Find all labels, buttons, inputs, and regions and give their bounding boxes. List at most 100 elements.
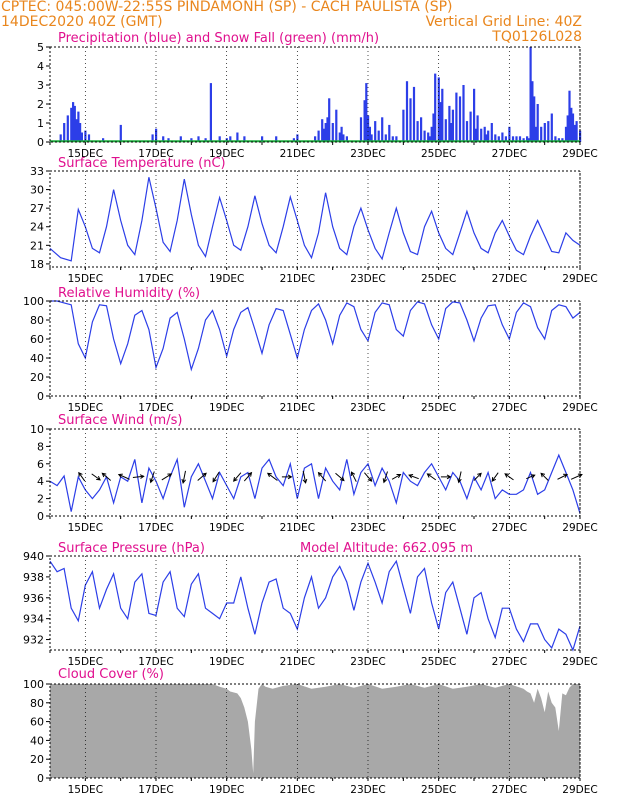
precip-bar (84, 130, 87, 142)
rh-title: Relative Humidity (%) (58, 286, 200, 301)
precip-bar (533, 96, 536, 142)
precip-bar (342, 134, 345, 142)
precip-bar (402, 109, 405, 142)
precip-bar (534, 126, 537, 142)
precip-bar (570, 107, 573, 142)
wind-arrow (281, 474, 293, 480)
y-tick-label: 80 (30, 697, 44, 710)
precip-bar (515, 136, 518, 142)
x-tick-label: 27DEC (492, 148, 527, 160)
precip-bar (476, 115, 479, 142)
wind-frame (49, 428, 581, 517)
wind-arrow (364, 472, 373, 482)
precip-bar (531, 81, 534, 142)
precip-bar (501, 132, 504, 142)
y-tick-label: 938 (23, 571, 44, 584)
x-tick-label: 27DEC (492, 522, 527, 534)
x-tick-label: 17DEC (138, 273, 173, 285)
y-tick-label: 2 (37, 493, 44, 506)
precip-bar (473, 88, 476, 142)
precip-frame (49, 46, 581, 143)
wind-arrow (78, 471, 86, 482)
x-tick-label: 25DEC (421, 402, 456, 414)
x-tick-label: 19DEC (209, 522, 244, 534)
x-tick-label: 21DEC (280, 522, 315, 534)
x-tick-label: 29DEC (562, 522, 597, 534)
x-tick-label: 25DEC (421, 522, 456, 534)
precip-bar (275, 136, 278, 142)
precip-bar (162, 136, 165, 142)
x-tick-label: 17DEC (138, 656, 173, 668)
precip-bar (190, 138, 193, 142)
precip-bar (204, 138, 207, 142)
precip-title: Precipitation (blue) and Snow Fall (gree… (58, 31, 379, 46)
precip-bar (391, 136, 394, 142)
x-tick-label: 25DEC (421, 656, 456, 668)
precip-bar (66, 115, 69, 142)
wind-arrow (197, 472, 207, 481)
precip-bar (331, 123, 334, 142)
precip-bar (448, 105, 451, 142)
x-tick-label: 15DEC (68, 784, 103, 796)
x-tick-label: 19DEC (209, 402, 244, 414)
cloud-frame (49, 683, 581, 779)
x-tick-label: 19DEC (209, 784, 244, 796)
precip-bar (529, 47, 532, 142)
precip-bar (485, 134, 488, 142)
y-tick-label: 40 (30, 352, 44, 365)
wind-arrow (266, 472, 278, 481)
precip-bar (73, 105, 76, 142)
pres-series-line (49, 559, 581, 652)
x-tick-label: 21DEC (280, 656, 315, 668)
y-tick-label: 100 (23, 295, 44, 308)
precip-bar (566, 115, 569, 142)
cloud-cover-area (50, 684, 580, 778)
precip-bar (72, 102, 75, 142)
y-tick-label: 0 (37, 510, 44, 523)
precip-bar (527, 138, 530, 142)
precip-bar (483, 126, 486, 142)
pres-frame (49, 555, 581, 651)
precip-bar (409, 98, 412, 142)
precip-bar (518, 136, 522, 142)
precip-bar (536, 104, 539, 142)
wind-arrow (91, 473, 101, 481)
precip-bar (359, 117, 363, 142)
precip-bar (388, 124, 391, 142)
y-tick-label: 20 (30, 371, 44, 384)
precip-bar (439, 102, 442, 142)
x-tick-label: 17DEC (138, 148, 173, 160)
y-tick-label: 2 (37, 98, 44, 111)
wind-arrow (161, 473, 173, 481)
y-tick-label: 4 (37, 60, 44, 73)
x-tick-label: 21DEC (280, 784, 315, 796)
x-tick-label: 25DEC (421, 148, 456, 160)
wind-arrow (382, 471, 388, 484)
y-tick-label: 18 (30, 258, 44, 271)
precip-bar (547, 121, 550, 142)
precip-bar (575, 121, 578, 142)
x-tick-label: 23DEC (350, 148, 385, 160)
temp-title: Surface Temperature (nC) (58, 156, 226, 171)
precip-bar (462, 85, 465, 142)
x-tick-label: 15DEC (68, 522, 103, 534)
y-tick-label: 3 (37, 79, 44, 92)
x-tick-label: 15DEC (68, 273, 103, 285)
precip-bar (335, 109, 338, 142)
y-tick-label: 24 (30, 221, 44, 234)
pres-title: Surface Pressure (hPa) (58, 541, 205, 556)
y-tick-label: 10 (30, 423, 44, 436)
x-tick-label: 25DEC (421, 273, 456, 285)
wind-arrow (233, 472, 242, 482)
rh-series-line (50, 300, 581, 372)
precip-bar (428, 136, 431, 142)
x-tick-label: 23DEC (350, 784, 385, 796)
precip-bar (430, 126, 433, 142)
x-tick-label: 29DEC (562, 402, 597, 414)
wind-series-line (49, 453, 581, 514)
precip-bar (543, 123, 546, 142)
wind-arrow (526, 474, 536, 480)
y-tick-label: 60 (30, 333, 44, 346)
run-date: 14DEC2020 40Z (GMT) (1, 14, 163, 30)
wind-arrow (491, 472, 499, 482)
